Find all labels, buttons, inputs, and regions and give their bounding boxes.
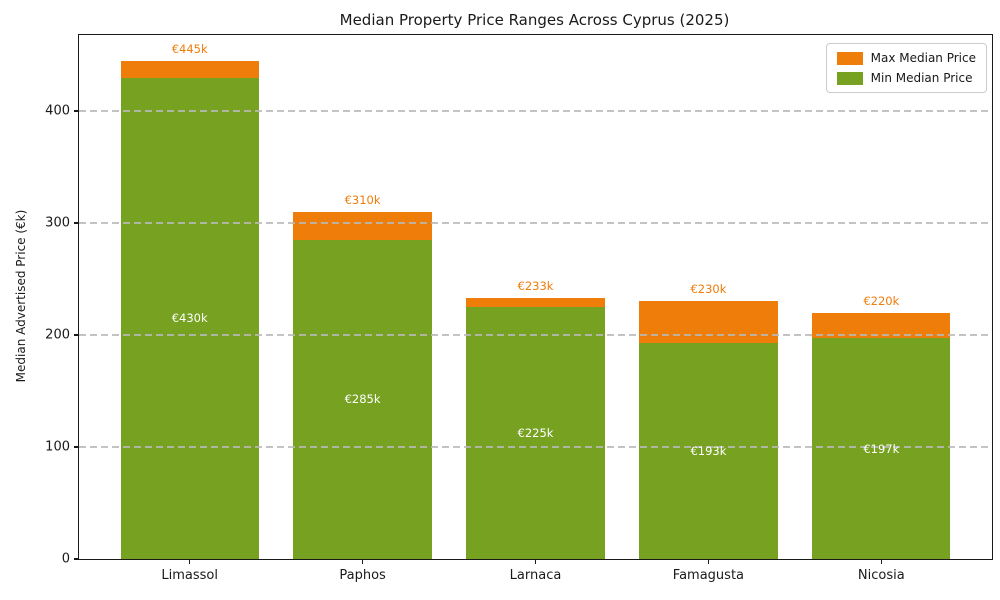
y-tick-mark (74, 222, 79, 224)
bar-max-label-famagusta: €230k (690, 282, 727, 297)
y-axis-label: Median Advertised Price (€k) (14, 209, 28, 383)
legend-swatch-min-icon (836, 71, 863, 85)
bar-min-segment-larnaca (466, 307, 605, 559)
gridline-y-400 (79, 110, 992, 113)
chart-title: Median Property Price Ranges Across Cypr… (339, 11, 730, 29)
x-tick-mark (880, 559, 882, 564)
bar-max-label-larnaca: €233k (517, 279, 554, 294)
x-tick-mark (189, 559, 191, 564)
bar-max-segment-nicosia (812, 312, 951, 339)
y-tick-label: 200 (45, 327, 70, 343)
gridline-y-200 (79, 334, 992, 337)
y-tick-mark (74, 110, 79, 112)
bar-min-label-nicosia: €197k (863, 441, 900, 456)
y-tick-mark (74, 558, 79, 560)
bar-min-label-limassol: €430k (171, 311, 208, 326)
bar-min-label-famagusta: €193k (690, 443, 727, 458)
bar-min-label-larnaca: €225k (517, 426, 554, 441)
y-tick-label: 300 (45, 215, 70, 231)
bar-max-label-limassol: €445k (171, 41, 208, 56)
plot-area: Max Median Price Min Median Price 0 100 20… (45, 34, 993, 583)
bar-max-segment-paphos (293, 211, 432, 240)
bar-min-label-paphos: €285k (344, 392, 381, 407)
bar-max-segment-larnaca (466, 298, 605, 308)
x-tick-label-nicosia: Nicosia (857, 568, 905, 583)
legend-entry-max-median-price: Max Median Price (836, 51, 976, 65)
bar-min-segment-famagusta (639, 342, 778, 559)
x-tick-mark (534, 559, 537, 564)
y-tick-label: 0 (61, 551, 70, 567)
x-tick-mark (707, 559, 710, 564)
y-tick-label: 100 (45, 439, 70, 455)
bar-min-segment-nicosia (812, 338, 951, 559)
gridline-y-100 (79, 446, 992, 449)
legend-label-min: Min Median Price (870, 71, 973, 85)
legend: Max Median Price Min Median Price (825, 43, 987, 93)
bar-min-segment-paphos (293, 239, 432, 559)
bar-max-label-paphos: €310k (344, 192, 381, 207)
y-tick-mark (74, 446, 79, 448)
bar-min-segment-limassol (120, 77, 259, 559)
x-tick-label-famagusta: Famagusta (672, 568, 745, 583)
legend-entry-min-median-price: Min Median Price (836, 71, 976, 85)
x-tick-mark (361, 559, 364, 564)
legend-label-max: Max Median Price (870, 51, 976, 65)
bar-max-label-nicosia: €220k (863, 293, 900, 308)
y-tick-label: 400 (45, 103, 70, 119)
gridline-y-300 (79, 222, 992, 225)
x-tick-label-larnaca: Larnaca (509, 568, 562, 583)
legend-swatch-max-icon (836, 51, 863, 65)
bar-max-segment-famagusta (639, 301, 778, 343)
y-tick-mark (74, 334, 79, 336)
bar-max-segment-limassol (120, 60, 259, 78)
x-tick-label-limassol: Limassol (161, 568, 218, 583)
x-tick-label-paphos: Paphos (339, 568, 386, 583)
